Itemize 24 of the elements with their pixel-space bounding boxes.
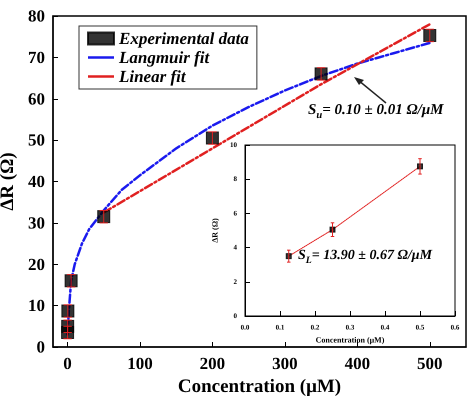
x-tick-label: 0 bbox=[63, 354, 72, 373]
x-axis-title: Concentration (μM) bbox=[178, 376, 342, 397]
legend-label: Langmuir fit bbox=[118, 48, 210, 67]
annotation: S$_{u}$= 0.10 ± 0.01 Ω/μM bbox=[308, 102, 444, 121]
y-tick-label: 60 bbox=[28, 89, 45, 108]
x-tick-label: 200 bbox=[200, 354, 226, 373]
x-tick-label: 100 bbox=[127, 354, 153, 373]
annotation: S$_{L}$= 13.90 ± 0.67 Ω/μM bbox=[298, 248, 432, 266]
y-tick-label: 10 bbox=[28, 296, 45, 316]
y-tick-label: 70 bbox=[28, 48, 45, 67]
x-tick-label: 500 bbox=[417, 354, 443, 373]
x-axis-title: Concentration (μM) bbox=[316, 335, 385, 344]
x-tick-label: 400 bbox=[344, 354, 370, 373]
y-tick-label: 30 bbox=[28, 213, 45, 232]
x-tick-label: 300 bbox=[272, 354, 298, 373]
legend-label: Experimental data bbox=[118, 29, 250, 48]
y-tick-label: 80 bbox=[28, 6, 45, 26]
y-tick-label: 50 bbox=[28, 130, 45, 150]
legend-label: Linear fit bbox=[118, 67, 187, 86]
y-tick-label: 40 bbox=[28, 172, 45, 191]
y-tick-label: 0 bbox=[36, 338, 45, 356]
y-axis-title: ΔR (Ω) bbox=[0, 152, 18, 211]
y-axis-title: ΔR (Ω) bbox=[210, 218, 220, 243]
y-tick-label: 20 bbox=[28, 254, 45, 274]
